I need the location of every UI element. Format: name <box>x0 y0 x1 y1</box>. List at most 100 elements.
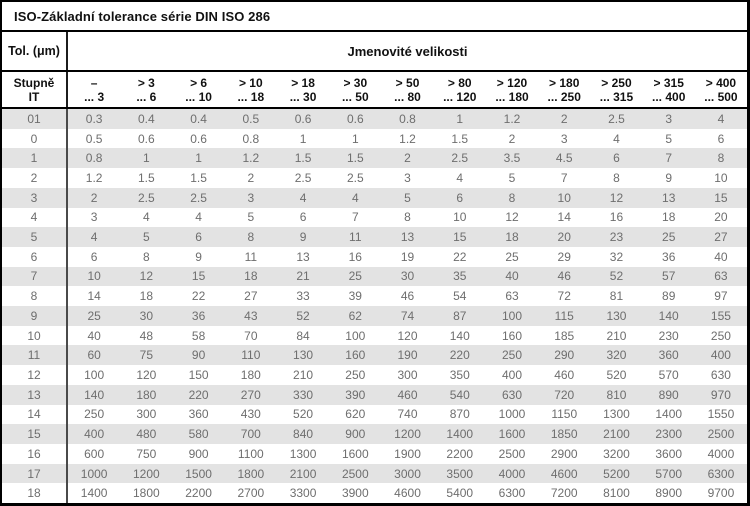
size-range-header: > 3... 6 <box>120 72 172 107</box>
tolerance-value-cell: 120 <box>136 367 157 382</box>
tolerance-value-cell: 8100 <box>603 486 630 501</box>
tolerance-value-cell: 75 <box>139 348 154 363</box>
tolerance-value-cell: 2300 <box>655 427 683 442</box>
size-range-upper-bound: ... 6 <box>136 89 157 104</box>
tolerance-value-cell: 100 <box>84 367 105 382</box>
tolerance-value-cell: 20 <box>714 210 728 225</box>
tolerance-value-cell: 63 <box>714 269 728 284</box>
tolerance-value-cell: 1400 <box>446 427 474 442</box>
header-row-units: Tol. (μm) Jmenovité velikosti <box>2 32 747 72</box>
tolerance-value-cell: 10 <box>557 190 571 205</box>
table-body: 01 0.3 0.4 0.4 0.5 0.6 0.6 0.8 1 1.2 2 2.5 3 4 0 0.5 0.6… <box>2 109 747 503</box>
size-range-lower-bound: > 180 <box>549 75 580 90</box>
tolerance-value-cell: 0.4 <box>190 111 207 126</box>
tolerance-value-cell: 3 <box>665 111 673 126</box>
tolerance-value-cell: 97 <box>714 289 728 304</box>
size-range-header: > 50... 80 <box>381 72 433 107</box>
tolerance-value-cell: 10 <box>453 210 467 225</box>
tolerance-value-cell: 8 <box>143 249 150 264</box>
it-grade-cell: 01 <box>2 109 68 129</box>
table-row: 6 6 8 9 11 13 16 19 22 25 29 32 36 40 <box>2 246 747 267</box>
table-row: 7 10 12 15 18 21 25 30 35 40 46 52 57 63 <box>2 266 747 287</box>
tolerance-value-cell: 1 <box>195 151 202 166</box>
tolerance-value-cell: 2100 <box>289 466 317 481</box>
tolerance-value-cell: 1.2 <box>242 151 260 166</box>
tolerance-value-cell: 520 <box>293 407 314 422</box>
it-grade-header-line1: Stupně <box>13 75 55 90</box>
tolerance-value-cell: 60 <box>87 348 101 363</box>
tolerance-value-cell: 3600 <box>655 446 683 461</box>
tolerance-value-cell: 2.5 <box>608 111 625 126</box>
tolerance-value-cell: 23 <box>609 230 624 245</box>
size-range-header: > 80... 120 <box>434 72 486 107</box>
table-row: 12 100 120 150 180 210 250 300 350 400 460 520 570 63… <box>2 365 747 385</box>
tolerance-value-cell: 8 <box>717 151 725 166</box>
tolerance-value-cell: 46 <box>557 269 571 284</box>
tolerance-value-cell: 1400 <box>80 486 108 501</box>
tolerance-value-cell: 620 <box>345 407 366 422</box>
tolerance-value-cell: 1150 <box>551 407 578 422</box>
tolerance-value-cell: 89 <box>662 289 676 304</box>
tolerance-value-cell: 6300 <box>498 486 526 501</box>
tolerance-value-cell: 63 <box>505 289 519 304</box>
size-range-lower-bound: > 315 <box>653 75 684 90</box>
nominal-sizes-header: Jmenovité velikosti <box>347 43 468 59</box>
tolerance-value-cell: 1300 <box>603 407 630 422</box>
tolerance-value-cell: 2200 <box>446 446 474 461</box>
tolerance-value-cell: 9 <box>665 170 673 185</box>
tolerance-value-cell: 72 <box>557 289 571 304</box>
tolerance-value-cell: 7 <box>351 210 359 225</box>
tolerance-value-cell: 2 <box>508 131 516 146</box>
tolerance-value-cell: 400 <box>710 348 731 363</box>
tolerance-value-cell: 360 <box>188 407 209 422</box>
tolerance-value-cell: 4 <box>299 190 307 205</box>
tolerance-value-cell: 2500 <box>707 427 735 442</box>
tolerance-value-cell: 8 <box>508 190 516 205</box>
tolerance-value-cell: 0.6 <box>190 131 207 146</box>
tolerance-value-cell: 13 <box>296 249 310 264</box>
tolerance-value-cell: 600 <box>84 446 105 461</box>
tolerance-value-cell: 320 <box>606 348 627 363</box>
it-grade-cell: 11 <box>2 345 68 366</box>
tolerance-value-cell: 22 <box>191 289 206 304</box>
tolerance-value-cell: 5 <box>404 190 411 205</box>
tolerance-value-cell: 890 <box>658 387 679 402</box>
tolerance-value-cell: 8 <box>247 230 255 245</box>
tolerance-value-cell: 2.5 <box>451 151 469 166</box>
size-range-upper-bound: ... 80 <box>394 89 421 104</box>
tolerance-value-cell: 9 <box>299 230 307 245</box>
it-grade-cell: 12 <box>2 365 68 385</box>
table-row: 14 250 300 360 430 520 620 740 870 1000 1150 1300 14… <box>2 404 747 425</box>
tolerance-value-cell: 54 <box>453 289 467 304</box>
tolerance-value-cell: 4 <box>613 131 620 146</box>
tolerance-value-cell: 160 <box>501 328 522 343</box>
it-grade-cell: 2 <box>2 168 68 188</box>
tolerance-value-cell: 9 <box>195 249 202 264</box>
tolerance-value-cell: 160 <box>345 348 366 363</box>
tolerance-value-cell: 6 <box>717 131 725 146</box>
tolerance-value-cell: 0.3 <box>85 111 103 126</box>
tolerance-value-cell: 3000 <box>394 466 421 481</box>
tolerance-value-cell: 4 <box>717 111 725 126</box>
tolerance-value-cell: 25 <box>348 269 362 284</box>
tolerance-value-cell: 7 <box>560 170 568 185</box>
tolerance-value-cell: 35 <box>453 269 467 284</box>
tolerance-value-cell: 1.5 <box>138 170 155 185</box>
tolerance-value-cell: 1.2 <box>399 131 416 146</box>
it-grade-cell: 18 <box>2 483 68 503</box>
tolerance-value-cell: 27 <box>244 289 258 304</box>
tolerance-value-cell: 84 <box>296 328 310 343</box>
size-range-upper-bound: ... 120 <box>443 89 477 104</box>
size-range-upper-bound: ... 250 <box>547 89 581 104</box>
table-row: 10 40 48 58 70 84 100 120 140 160 185 210 230 250 <box>2 325 747 346</box>
tolerance-value-cell: 400 <box>501 367 522 382</box>
tolerance-value-cell: 2500 <box>498 446 526 461</box>
table-row: 15 400 480 580 700 840 900 1200 1400 1600 1850 2100… <box>2 424 747 444</box>
it-grade-cell: 5 <box>2 227 68 247</box>
tolerance-value-cell: 3500 <box>446 466 474 481</box>
tolerance-value-cell: 0.5 <box>242 111 260 126</box>
size-range-lower-bound: > 3 <box>137 75 155 90</box>
size-range-header: > 400... 500 <box>695 72 747 107</box>
size-range-lower-bound: > 30 <box>343 75 368 90</box>
